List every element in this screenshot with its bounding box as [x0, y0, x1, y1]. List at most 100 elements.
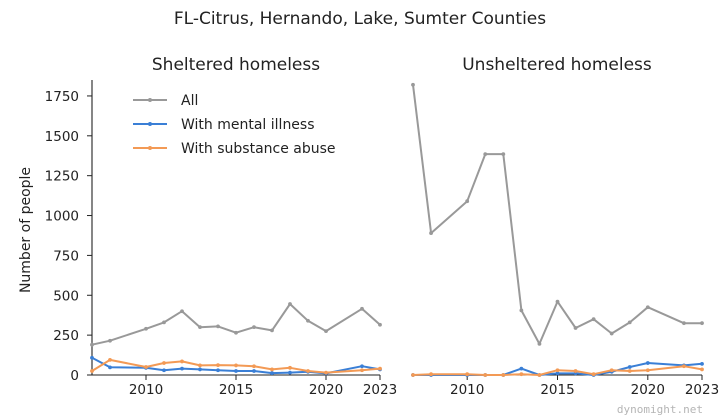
data-point: [198, 325, 202, 330]
data-point: [519, 308, 524, 313]
data-point: [537, 342, 542, 346]
data-point: [573, 326, 578, 330]
data-point: [324, 329, 328, 334]
data-point: [198, 367, 202, 372]
data-point: [555, 299, 560, 304]
data-point: [234, 369, 238, 373]
legend-marker: [148, 98, 152, 102]
data-point: [555, 371, 560, 376]
data-point: [270, 371, 274, 375]
y-tick-label: 1250: [45, 169, 79, 185]
y-tick-label: 250: [53, 328, 79, 344]
data-point: [270, 367, 274, 372]
data-point: [360, 306, 364, 311]
x-tick-label: 2020: [631, 382, 665, 398]
data-point: [144, 365, 148, 369]
data-point: [700, 361, 704, 366]
data-point: [288, 370, 292, 375]
data-point: [609, 368, 614, 373]
data-point: [682, 364, 686, 369]
data-point: [429, 231, 433, 235]
y-tick-label: 1500: [45, 129, 79, 145]
data-point: [429, 372, 433, 377]
data-point: [555, 368, 560, 373]
data-point: [537, 373, 542, 377]
data-point: [216, 324, 220, 329]
data-point: [180, 359, 184, 364]
data-point: [378, 322, 382, 327]
data-point: [144, 326, 148, 331]
series-line-all: [412, 84, 702, 345]
data-point: [180, 366, 184, 371]
data-point: [234, 330, 238, 335]
data-point: [360, 368, 364, 373]
y-tick-label: 1000: [45, 209, 79, 225]
data-point: [360, 364, 364, 369]
legend: All With mental illness With substance abu…: [133, 93, 336, 157]
x-tick-label: 2015: [540, 382, 574, 398]
legend-label: With substance abuse: [181, 141, 336, 157]
y-tick-label: 750: [53, 248, 79, 264]
watermark: dynomight.net: [617, 403, 703, 416]
panel-unsheltered: Unsheltered homeless 2010 2015 2020 2023: [411, 55, 719, 398]
data-point: [519, 372, 524, 377]
data-point: [627, 365, 632, 369]
x-tick-label: 2015: [219, 382, 253, 398]
x-tick-label: 2010: [129, 382, 163, 398]
x-tick-label: 2023: [363, 382, 397, 398]
data-point: [700, 367, 704, 372]
series-line-all: [91, 303, 381, 346]
data-point: [465, 372, 470, 377]
data-point: [90, 369, 94, 373]
data-point: [270, 328, 274, 333]
y-tick-label: 1750: [45, 89, 79, 105]
data-point: [90, 342, 94, 347]
legend-label: All: [181, 93, 198, 109]
series-lines-sheltered: [90, 302, 382, 376]
data-point: [591, 317, 596, 322]
data-point: [627, 320, 632, 325]
data-point: [591, 372, 596, 377]
data-point: [645, 368, 650, 373]
data-point: [483, 373, 488, 377]
data-point: [288, 302, 292, 306]
data-point: [609, 331, 614, 336]
data-point: [108, 357, 112, 362]
data-point: [108, 365, 112, 370]
data-point: [700, 321, 704, 326]
data-point: [234, 363, 238, 368]
data-point: [411, 82, 415, 87]
data-point: [306, 318, 310, 323]
data-point: [180, 309, 184, 314]
data-point: [162, 361, 166, 365]
data-point: [519, 366, 524, 371]
data-point: [324, 370, 328, 375]
legend-label: With mental illness: [181, 117, 315, 133]
data-point: [306, 369, 310, 373]
data-point: [162, 368, 166, 373]
data-point: [645, 305, 650, 310]
legend-marker: [148, 146, 152, 150]
legend-marker: [148, 122, 152, 126]
data-point: [682, 321, 686, 326]
data-point: [411, 373, 415, 377]
series-lines-unsheltered: [411, 82, 704, 377]
data-point: [108, 338, 112, 343]
data-point: [216, 363, 220, 368]
data-point: [645, 361, 650, 365]
axes-sheltered: 2010 2015 2020 2023 0 250 500 750 1000 1250 1500 17…: [45, 80, 397, 398]
data-point: [252, 369, 256, 373]
data-point: [216, 368, 220, 373]
x-tick-label: 2023: [685, 382, 719, 398]
data-point: [252, 325, 256, 330]
y-tick-label: 500: [53, 288, 79, 304]
panel-title-unsheltered: Unsheltered homeless: [462, 55, 652, 75]
panel-sheltered: Sheltered homeless Number of people 2010…: [18, 55, 397, 398]
data-point: [252, 364, 256, 369]
data-point: [198, 363, 202, 368]
data-point: [288, 365, 292, 370]
data-point: [501, 152, 506, 157]
data-point: [627, 369, 632, 373]
figure-title: FL-Citrus, Hernando, Lake, Sumter Counti…: [174, 9, 546, 29]
